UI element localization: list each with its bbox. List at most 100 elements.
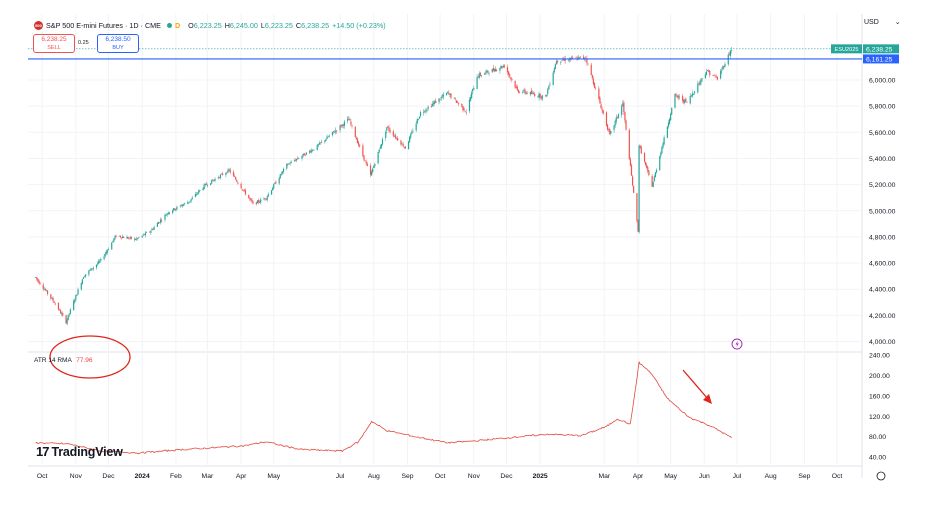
candle (700, 78, 702, 86)
candle (365, 159, 367, 166)
candle (304, 153, 306, 156)
price-scale[interactable]: 6,000.00 5,800.00 5,600.00 5,400.00 5,200.00… (869, 78, 896, 462)
ohlc-low-key: L (260, 20, 265, 30)
candle (317, 143, 319, 148)
candle (272, 186, 274, 191)
candle (103, 254, 105, 261)
candle (385, 130, 387, 141)
candle (661, 145, 663, 155)
candle (465, 109, 467, 116)
candle (120, 237, 123, 240)
candle (461, 103, 463, 108)
candle (629, 157, 631, 167)
candle (686, 100, 688, 104)
candle (92, 266, 94, 272)
candle (442, 92, 444, 100)
candle (165, 213, 167, 216)
candle (426, 108, 428, 113)
lightning-icon[interactable] (731, 338, 743, 350)
candle (709, 70, 711, 78)
atr-legend[interactable]: ATR 14 RMA 77.96 (34, 357, 93, 364)
atr-pane (35, 360, 732, 455)
candle (454, 97, 456, 101)
candle (720, 68, 722, 80)
candle (172, 209, 174, 215)
candle (173, 207, 175, 212)
candle (176, 205, 178, 211)
candle (316, 143, 318, 151)
candle (150, 230, 152, 236)
ohlc-low-value: 6,223.25 (264, 20, 293, 30)
candle (366, 161, 368, 167)
candle (400, 140, 402, 147)
tradingview-mark-icon: 17 (36, 444, 50, 459)
buy-label: BUY (112, 45, 124, 51)
buy-button[interactable]: 6,238.50 BUY (97, 34, 139, 53)
candle (530, 87, 533, 95)
atr-tick-label: 240.00 (869, 353, 890, 360)
interval-label[interactable]: 1D (129, 20, 139, 30)
candle (671, 107, 673, 116)
candle (279, 173, 281, 179)
candle (113, 238, 115, 244)
candle (697, 80, 699, 94)
candle (363, 155, 365, 163)
candle (136, 236, 138, 241)
candle (678, 94, 680, 100)
time-axis[interactable]: Oct Nov Dec 2024 Feb Mar Apr May Jul Aug Sep Oct Nov… (37, 471, 886, 481)
candle (479, 71, 481, 77)
candle (624, 111, 626, 124)
candle (305, 152, 307, 156)
candle (677, 94, 679, 101)
candle (228, 168, 230, 172)
candle (548, 84, 550, 90)
tradingview-logo[interactable]: 17 TradingView (36, 444, 123, 459)
time-tick-label: Aug (368, 473, 380, 480)
candle (197, 191, 199, 196)
candle (676, 94, 678, 99)
candle (76, 294, 78, 296)
candle (594, 86, 597, 91)
candle (387, 125, 389, 129)
candle (95, 264, 98, 270)
candle (362, 143, 364, 158)
candle (88, 269, 90, 277)
annotation-circle (49, 335, 131, 379)
candle (510, 76, 512, 81)
candle (130, 236, 132, 240)
buy-price: 6,238.50 (105, 36, 131, 43)
candle (617, 113, 620, 119)
candle (256, 200, 259, 204)
candle (523, 88, 525, 93)
time-tick-label: Sep (401, 473, 413, 480)
candle (598, 86, 600, 101)
candle (270, 189, 273, 195)
candle (69, 308, 72, 315)
candle (636, 192, 638, 223)
time-tick-label: Nov (468, 473, 481, 480)
candle (608, 128, 610, 133)
candle (213, 179, 215, 182)
symbol-name[interactable]: S&P 500 E-mini Futures (46, 20, 123, 30)
candle (37, 278, 39, 283)
sell-button[interactable]: 6,238.25 SELL (33, 34, 75, 53)
currency-selector[interactable]: USD ⌄ (864, 18, 901, 26)
symbol-logo-icon: 500 (34, 20, 43, 30)
candle (298, 157, 300, 160)
candle (539, 93, 541, 100)
candle (310, 149, 312, 154)
candle (282, 167, 285, 174)
candle (403, 146, 405, 149)
candle (392, 129, 394, 138)
candle (60, 308, 62, 314)
candle (266, 195, 268, 202)
candle (693, 90, 696, 96)
symbol-legend[interactable]: 500 S&P 500 E-mini Futures · 1D · CME D … (34, 18, 389, 32)
candle (713, 74, 715, 76)
candle (83, 275, 86, 278)
gear-icon[interactable] (876, 471, 886, 481)
candle (379, 144, 381, 150)
candle (144, 231, 147, 238)
